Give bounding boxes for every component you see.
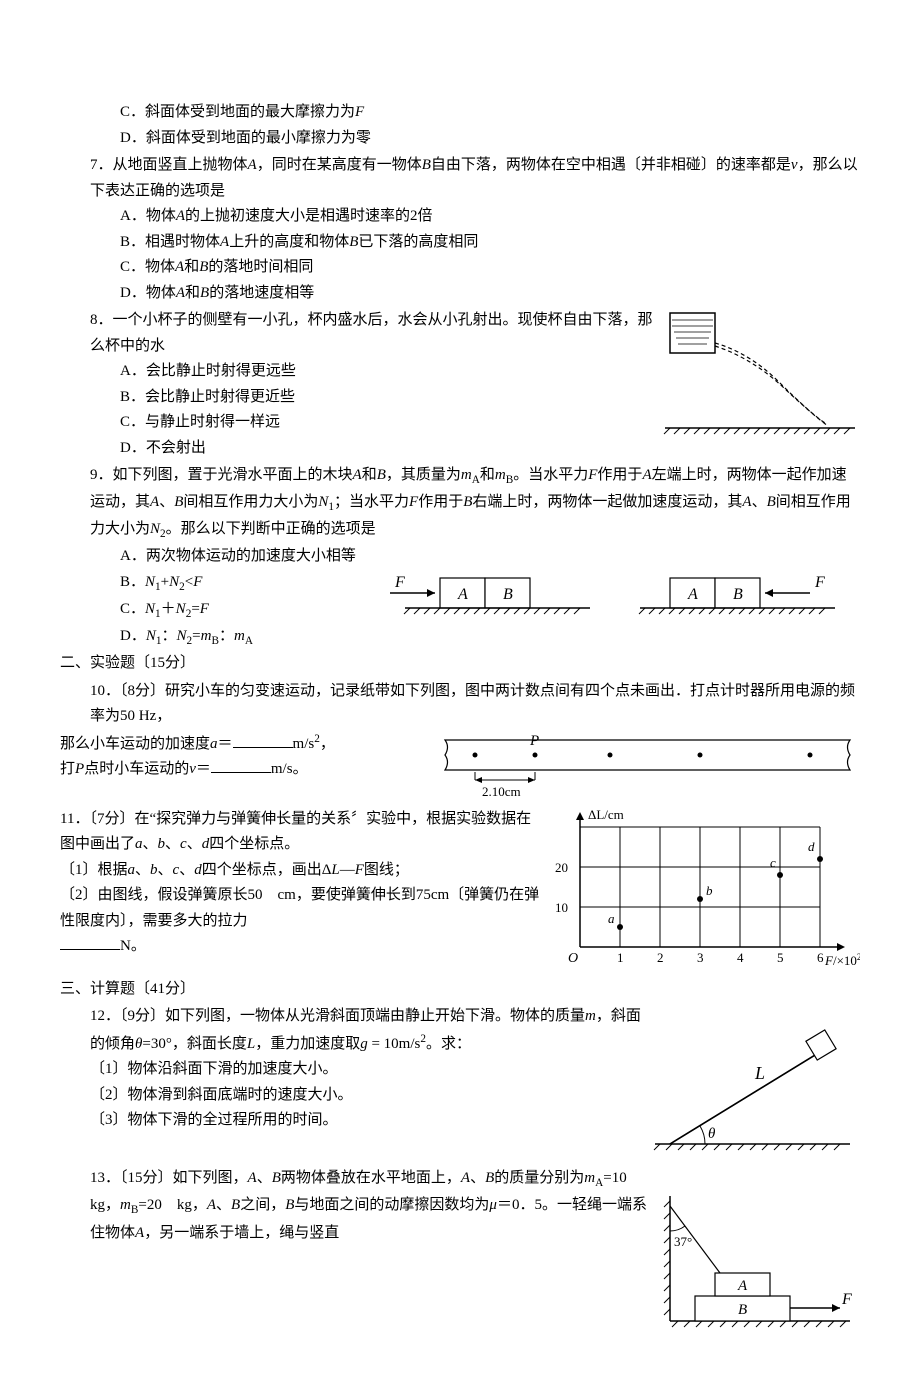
svg-text:O: O	[568, 951, 578, 966]
svg-text:4: 4	[737, 950, 744, 965]
q13-stem: 13．〔15分〕如下列图，A、B两物体叠放在水平地面上，A、B的质量分别为mA=…	[60, 1166, 650, 1246]
q7-optB-c: 上升的高度和物体	[229, 234, 349, 250]
q9-stem: 9．如下列图，置于光滑水平面上的木块A和B，其质量为mA和mB。当水平力F作用于…	[90, 467, 851, 537]
tape-dim-label: 2.10cm	[482, 784, 521, 799]
q7-optD-a: D．物体	[120, 285, 176, 301]
q6-optC: C．斜面体受到地面的最大摩擦力为F	[60, 100, 860, 126]
q7-optD-c: 和	[185, 285, 200, 301]
q11: 10 20 1 2 3 4 5 6 O ΔL/cm F/×102N a b c …	[60, 807, 860, 977]
q13-figure: B A 37° F	[650, 1191, 860, 1341]
q10-blank-v[interactable]	[211, 757, 271, 773]
svg-text:B: B	[733, 586, 743, 603]
q7-optC-d: B	[199, 259, 208, 275]
q8-optD: D．不会射出	[60, 436, 860, 462]
section2-title: 二、实验题〔15分〕	[60, 651, 860, 677]
tape-P-label: P	[529, 733, 539, 749]
svg-text:6: 6	[817, 950, 824, 965]
svg-text:c: c	[770, 855, 776, 870]
svg-text:F: F	[841, 1291, 852, 1308]
q7-optC-b: A	[175, 259, 184, 275]
svg-text:d: d	[808, 839, 815, 854]
svg-text:L: L	[754, 1063, 765, 1083]
svg-text:ΔL/cm: ΔL/cm	[588, 807, 624, 822]
svg-text:F/×102N: F/×102N	[824, 952, 860, 968]
svg-text:20: 20	[555, 860, 568, 875]
q8-figure	[660, 308, 860, 438]
svg-text:F: F	[394, 574, 405, 591]
q7: 7．从地面竖直上抛物体A，同时在某高度有一物体B自由下落，两物体在空中相遇〔并非…	[60, 153, 860, 306]
q7-optD-e: 的落地速度相等	[209, 285, 314, 301]
q7-optA-a: A．物体	[120, 208, 176, 224]
q6-optC-text: C．斜面体受到地面的最大摩擦力为	[120, 104, 355, 120]
q7-optC-a: C．物体	[120, 259, 175, 275]
svg-text:F: F	[814, 574, 825, 591]
section3-title: 三、计算题〔41分〕	[60, 977, 860, 1003]
svg-text:A: A	[687, 586, 698, 603]
q10: 10．〔8分〕研究小车的匀变速运动，记录纸带如下列图，图中两计数点间有四个点未画…	[60, 679, 860, 805]
q9-figure: F A B A	[380, 565, 860, 630]
q7-stem-e: 自由下落，两物体在空中相遇〔并非相碰〕的速率都是	[431, 157, 791, 173]
q7-optA-b: A	[176, 208, 185, 224]
svg-text:θ: θ	[708, 1126, 716, 1142]
svg-text:b: b	[706, 883, 713, 898]
q11-blank[interactable]	[60, 934, 120, 950]
svg-text:3: 3	[697, 950, 704, 965]
svg-text:A: A	[737, 1278, 748, 1294]
q7-optB-d: B	[349, 234, 358, 250]
svg-text:B: B	[503, 586, 513, 603]
q6-optD: D．斜面体受到地面的最小摩擦力为零	[60, 126, 860, 152]
q7-optB-e: 已下落的高度相同	[358, 234, 478, 250]
q10-stem: 10．〔8分〕研究小车的匀变速运动，记录纸带如下列图，图中两计数点间有四个点未画…	[60, 679, 860, 730]
q6-optC-var: F	[355, 104, 364, 120]
q10-figure: P 2.10cm	[440, 730, 860, 805]
q12-figure: θ L	[650, 1024, 860, 1164]
q7-optB-a: B．相遇时物体	[120, 234, 220, 250]
q7-stem-c: ，同时在某高度有一物体	[257, 157, 422, 173]
q12: θ L 12．〔9分〕如下列图，一物体从光滑斜面顶端由静止开始下滑。物体的质量m…	[60, 1004, 860, 1164]
q9: 9．如下列图，置于光滑水平面上的木块A和B，其质量为mA和mB。当水平力F作用于…	[60, 463, 860, 651]
q8: 8．一个小杯子的侧壁有一小孔，杯内盛水后，水会从小孔射出。现使杯自由下落，那么杯…	[60, 308, 860, 461]
q7-optD-d: B	[200, 285, 209, 301]
svg-text:5: 5	[777, 950, 784, 965]
q7-stem-f: v	[791, 157, 798, 173]
svg-text:A: A	[457, 586, 468, 603]
svg-text:2: 2	[657, 950, 664, 965]
q7-optB-b: A	[220, 234, 229, 250]
svg-text:B: B	[738, 1302, 747, 1318]
svg-text:a: a	[608, 911, 615, 926]
q7-stem-b: A	[248, 157, 257, 173]
svg-text:10: 10	[555, 900, 568, 915]
q7-optC-c: 和	[184, 259, 199, 275]
q7-stem-a: 7．从地面竖直上抛物体	[90, 157, 248, 173]
q11-graph: 10 20 1 2 3 4 5 6 O ΔL/cm F/×102N a b c …	[540, 807, 860, 977]
q10-blank-a[interactable]	[233, 732, 293, 748]
q7-stem-d: B	[422, 157, 431, 173]
q13: B A 37° F 13．〔15分〕如下列图，A、B两物体叠放在水平地面上，A、…	[60, 1166, 860, 1341]
q7-optC-e: 的落地时间相同	[208, 259, 313, 275]
svg-text:37°: 37°	[674, 1234, 692, 1249]
q7-optD-b: A	[176, 285, 185, 301]
svg-text:1: 1	[617, 950, 624, 965]
q7-optA-c: 的上抛初速度大小是相遇时速率的2倍	[185, 208, 433, 224]
